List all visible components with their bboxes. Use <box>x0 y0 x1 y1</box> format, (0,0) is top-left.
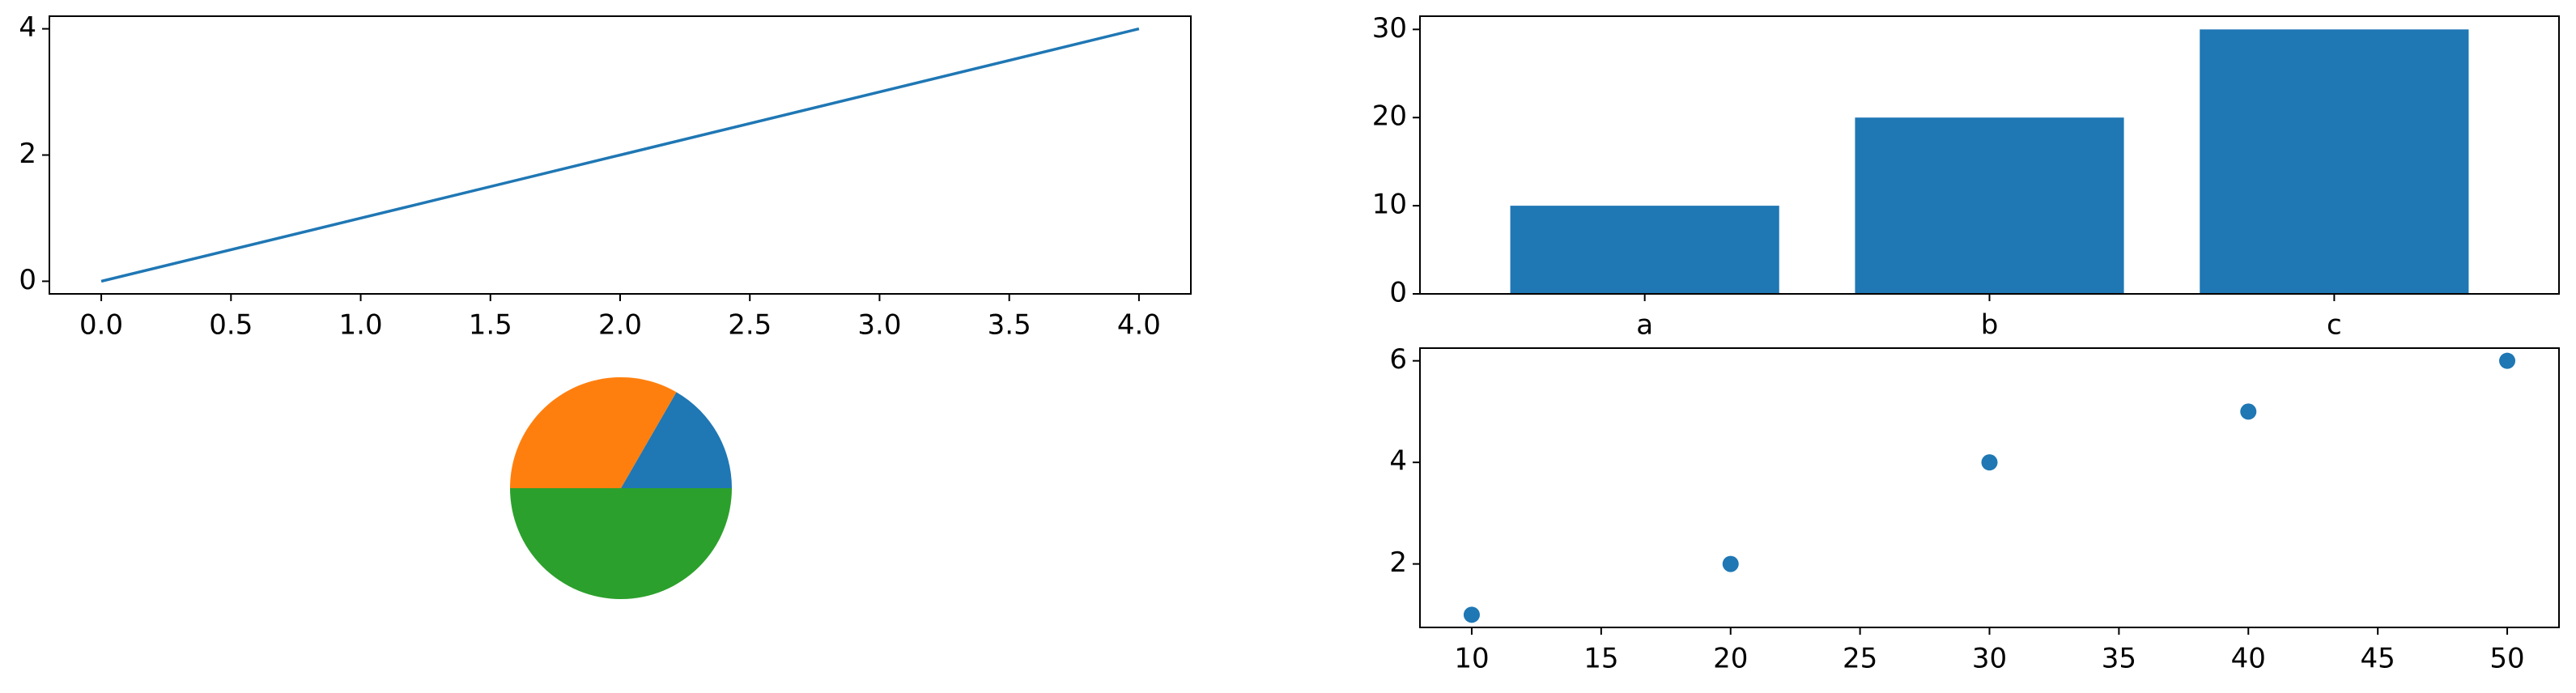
x-tick-label: 15 <box>1583 643 1618 675</box>
x-tick-label: 1.5 <box>469 309 512 342</box>
x-tick-label: 40 <box>2231 643 2266 675</box>
point <box>2240 403 2257 420</box>
y-tick-label: 4 <box>19 11 36 44</box>
x-tick-label: c <box>2327 309 2342 342</box>
y-tick-label: 0 <box>19 264 36 296</box>
pie-slice <box>621 392 732 488</box>
x-tick-label: 20 <box>1713 643 1748 675</box>
x-tick-label: 0.5 <box>209 309 253 342</box>
x-tick-label: 2.5 <box>728 309 772 342</box>
x-tick-label: 3.0 <box>857 309 901 342</box>
x-tick-label: 30 <box>1972 643 2007 675</box>
y-tick-label: 4 <box>1389 445 1407 478</box>
x-tick-label: 25 <box>1843 643 1877 675</box>
y-tick-label: 2 <box>19 138 36 170</box>
bar <box>1510 206 1779 294</box>
x-tick-label: 45 <box>2361 643 2395 675</box>
pie-slice <box>510 377 677 488</box>
x-tick-label: 35 <box>2102 643 2136 675</box>
y-tick-label: 10 <box>1372 189 1407 221</box>
point <box>1463 606 1480 623</box>
point <box>1981 454 1998 471</box>
x-tick-label: 2.0 <box>598 309 642 342</box>
y-tick-label: 2 <box>1389 546 1407 579</box>
point <box>1722 555 1739 572</box>
y-tick-label: 30 <box>1372 12 1407 45</box>
bar <box>2200 29 2469 294</box>
axes-frame <box>1419 15 2560 295</box>
bar <box>1855 117 2124 294</box>
y-tick-label: 6 <box>1389 343 1407 376</box>
x-tick-label: a <box>1636 309 1653 342</box>
x-tick-label: 1.0 <box>339 309 383 342</box>
x-tick-label: b <box>1981 309 1999 342</box>
point <box>2499 352 2516 369</box>
y-tick-label: 0 <box>1389 277 1407 309</box>
line <box>100 27 1140 283</box>
x-tick-label: 4.0 <box>1117 309 1161 342</box>
x-tick-label: 3.5 <box>988 309 1031 342</box>
axes-frame <box>1419 347 2560 628</box>
x-tick-label: 10 <box>1454 643 1489 675</box>
pie-slice <box>510 488 732 599</box>
y-tick-label: 20 <box>1372 100 1407 133</box>
x-tick-label: 50 <box>2489 643 2524 675</box>
x-tick-label: 0.0 <box>79 309 123 342</box>
